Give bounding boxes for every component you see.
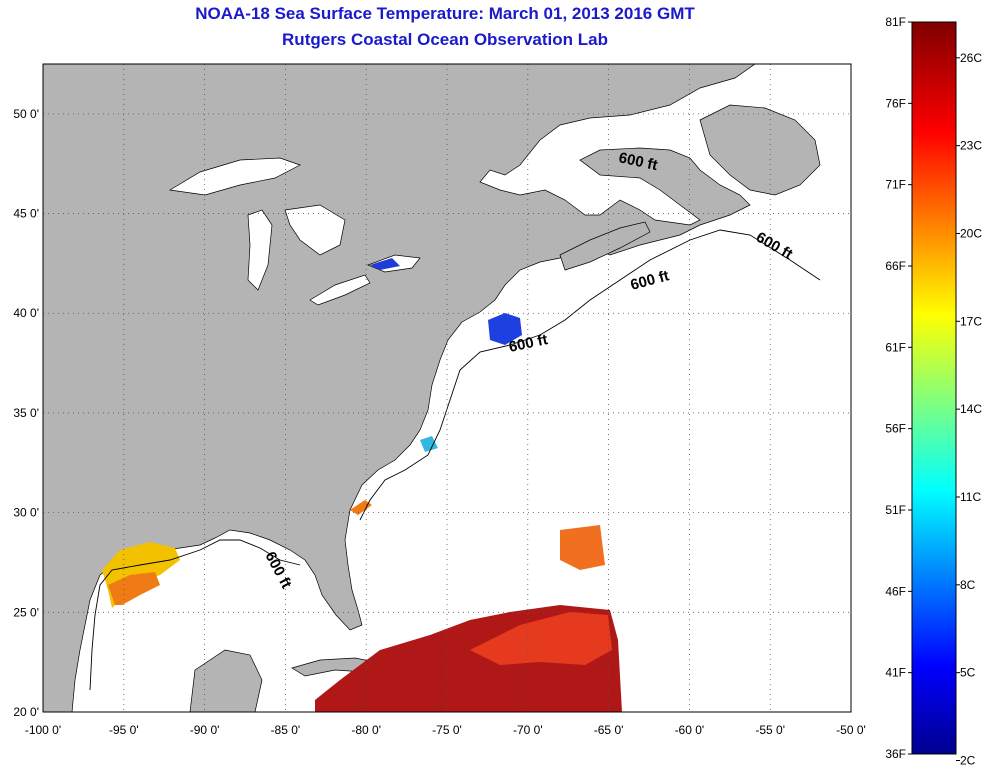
lon-tick-label: -100 0' — [25, 723, 61, 737]
sst-hatteras-patch — [420, 436, 438, 452]
lake-michigan — [247, 209, 273, 291]
lake-erie — [309, 274, 371, 306]
lon-tick-label: -80 0' — [351, 723, 381, 737]
colorbar-f-label: 61F — [885, 340, 906, 354]
colorbar-ticks: 81F 76F 71F 66F 61F 56F 51F 46F 41F 36F 26C 23C 20C 1… — [885, 15, 982, 768]
lon-tick-label: -75 0' — [432, 723, 462, 737]
lat-tick-label: 40 0' — [13, 306, 39, 320]
newfoundland-land — [699, 104, 821, 196]
lake-superior — [168, 157, 301, 196]
colorbar-c-label: 17C — [960, 314, 982, 328]
lat-tick-label: 30 0' — [13, 506, 39, 520]
colorbar-f-label: 56F — [885, 422, 906, 436]
colorbar-f-label: 71F — [885, 178, 906, 192]
colorbar-c-label: 8C — [960, 578, 976, 592]
longitude-axis: -100 0' -95 0' -90 0' -85 0' -80 0' -75 0' -70… — [25, 723, 866, 737]
colorbar-c-label: 2C — [960, 754, 976, 768]
latitude-axis: 20 0' 25 0' 30 0' 35 0' 40 0' 45 0' 50 0' — [13, 107, 39, 719]
lat-tick-label: 25 0' — [13, 605, 39, 619]
lon-tick-label: -90 0' — [190, 723, 220, 737]
colorbar-f-label: 81F — [885, 15, 906, 29]
sst-gulfstream-patch — [560, 525, 605, 570]
lat-tick-label: 50 0' — [13, 107, 39, 121]
lon-tick-label: -70 0' — [513, 723, 543, 737]
lon-tick-label: -95 0' — [109, 723, 139, 737]
colorbar-f-label: 46F — [885, 584, 906, 598]
sst-gulf-orange-patch — [108, 572, 160, 605]
colorbar-c-label: 5C — [960, 666, 976, 680]
colorbar-f-label: 36F — [885, 747, 906, 761]
colorbar-f-label: 76F — [885, 96, 906, 110]
colorbar-f-label: 66F — [885, 259, 906, 273]
map-gridlines — [43, 64, 851, 712]
colorbar-c-label: 23C — [960, 139, 982, 153]
colorbar-c-label: 26C — [960, 51, 982, 65]
nova-scotia-land — [559, 221, 651, 271]
lat-tick-label: 35 0' — [13, 406, 39, 420]
lake-huron — [284, 204, 346, 256]
sst-data-layer — [102, 258, 622, 712]
lon-tick-label: -50 0' — [836, 723, 866, 737]
colorbar-c-label: 14C — [960, 402, 982, 416]
colorbar-f-label: 41F — [885, 666, 906, 680]
lat-tick-label: 45 0' — [13, 207, 39, 221]
depth-contour-600ft — [89, 229, 821, 691]
yucatan-land — [189, 649, 263, 712]
sst-new-york-bight-patch — [488, 313, 522, 345]
sst-caribbean-hot-patch — [470, 612, 612, 665]
colorbar-f-label: 51F — [885, 503, 906, 517]
map-title: NOAA-18 Sea Surface Temperature: March 0… — [195, 4, 695, 23]
sst-lake-patch — [370, 258, 400, 270]
lat-tick-label: 20 0' — [13, 705, 39, 719]
sst-carolina-patch — [350, 500, 372, 515]
lon-tick-label: -60 0' — [675, 723, 705, 737]
lon-tick-label: -55 0' — [755, 723, 785, 737]
temperature-colorbar — [911, 21, 957, 755]
lon-tick-label: -65 0' — [594, 723, 624, 737]
colorbar-c-label: 20C — [960, 226, 982, 240]
colorbar-c-label: 11C — [960, 490, 981, 504]
lon-tick-label: -85 0' — [271, 723, 301, 737]
map-frame — [42, 63, 852, 713]
map-subtitle: Rutgers Coastal Ocean Observation Lab — [282, 30, 608, 49]
